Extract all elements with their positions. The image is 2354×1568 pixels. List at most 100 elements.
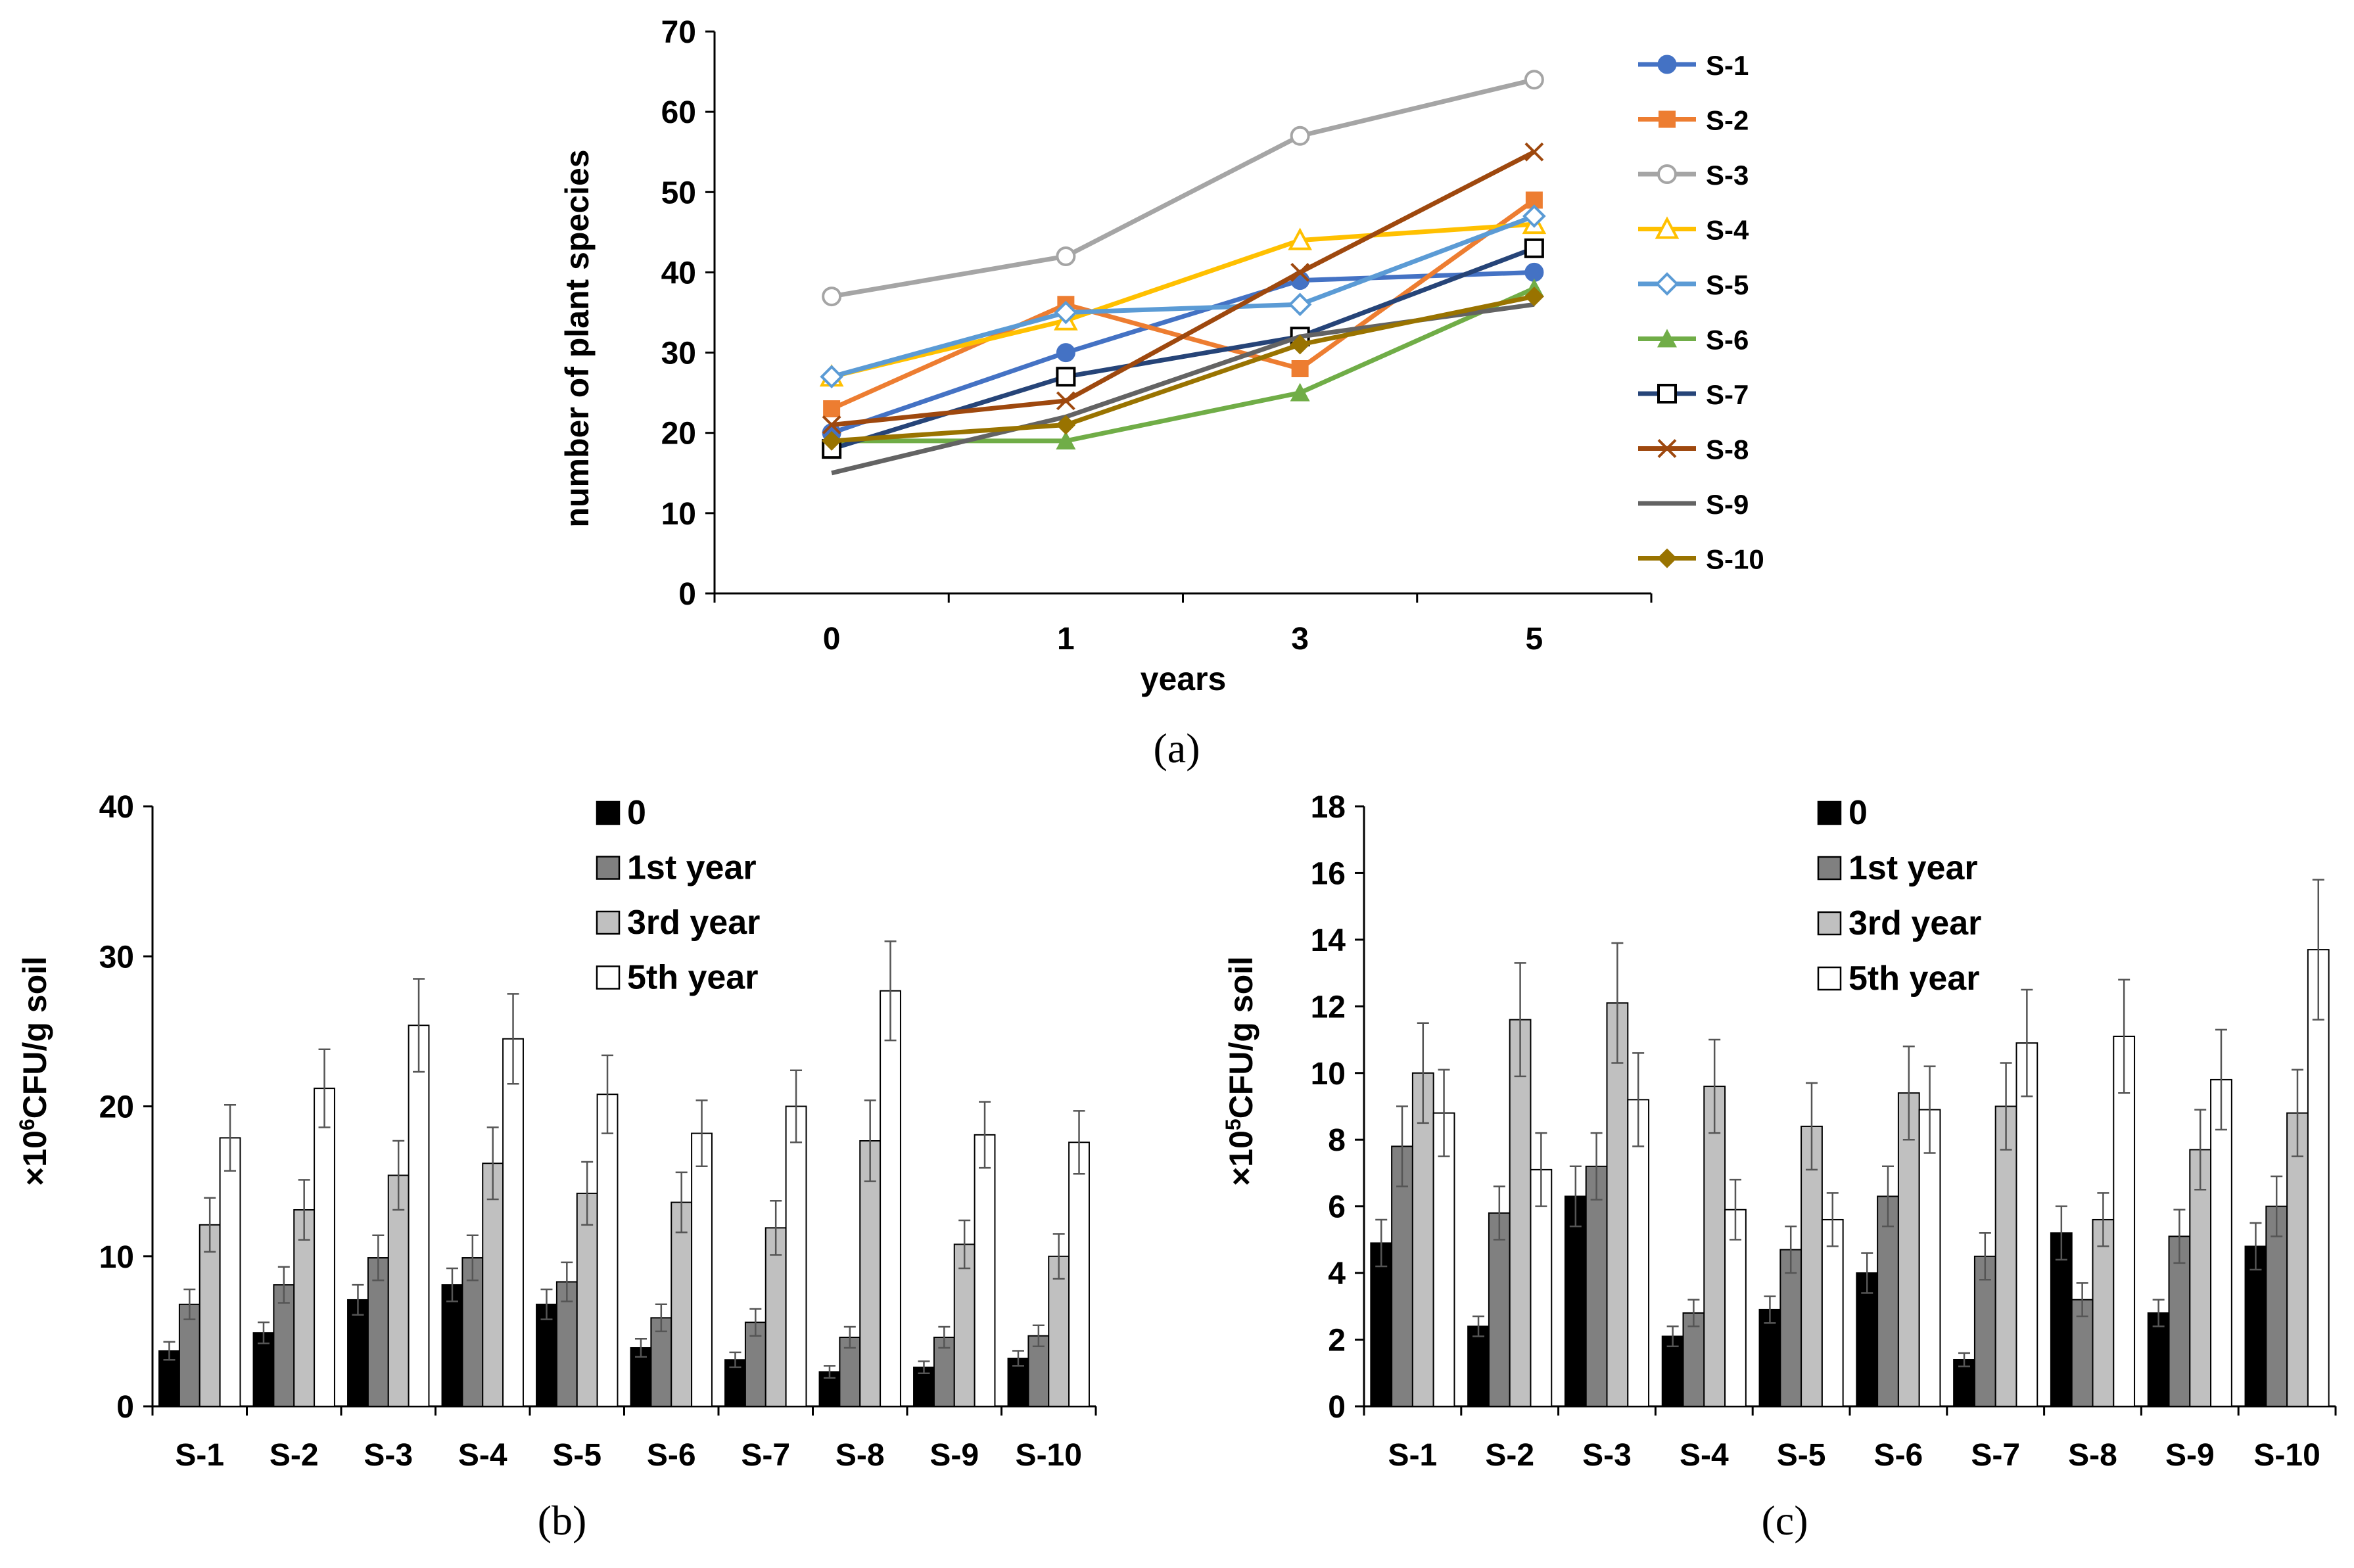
panel-b-axes: 0 10 20 30 40 S-1 S-2 S-3 S-4 S-5 S-6 S-7 S-8 S-9 S-10	[99, 790, 1097, 1473]
y-tick-label: 20	[661, 417, 696, 451]
bar	[2168, 1235, 2191, 1407]
legend-swatch	[596, 800, 621, 825]
bar	[1856, 1272, 1879, 1407]
panel-b-ylabel-exp: 6	[15, 1118, 39, 1130]
legend-item: S-2	[1638, 105, 1749, 136]
bar	[596, 1094, 619, 1407]
bar	[1724, 1209, 1747, 1407]
marker-diamond	[1056, 415, 1076, 435]
x-tick-label: S-2	[270, 1438, 319, 1473]
legend-item: 1st year	[596, 849, 757, 887]
marker-circle-open	[1056, 246, 1076, 266]
marker-square-open	[1056, 367, 1076, 387]
bar	[1564, 1195, 1587, 1407]
legend-label: 5th year	[627, 959, 758, 997]
bar	[1391, 1145, 1413, 1408]
panel-b-bar-chart: 0 10 20 30 40 S-1 S-2 S-3 S-4 S-5 S-6 S-7 S-8 S-9 S-10…	[15, 790, 1097, 1544]
x-tick-label: S-4	[458, 1438, 507, 1473]
x-tick-label: 1	[1057, 622, 1075, 657]
bar	[1467, 1326, 1490, 1408]
series-s-8	[822, 142, 1544, 434]
marker-circle	[1657, 55, 1677, 74]
legend-label: 5th year	[1848, 959, 1979, 998]
bar	[1821, 1218, 1844, 1407]
bar	[273, 1284, 295, 1408]
panel-a-caption: (a)	[1153, 725, 1200, 772]
legend-label: S-2	[1706, 105, 1749, 136]
bar	[461, 1257, 484, 1407]
bar	[314, 1088, 335, 1407]
marker-circle-open	[1290, 126, 1310, 146]
marker-square-open	[1524, 238, 1544, 258]
legend-label: S-7	[1706, 379, 1749, 410]
bar	[2015, 1042, 2038, 1407]
x-tick-label: S-5	[1777, 1438, 1826, 1473]
bar	[367, 1257, 389, 1407]
bar	[2113, 1035, 2136, 1407]
panel-c-bars	[1370, 879, 2330, 1408]
panel-a-axes: 0 10 20 30 40 50 60 70 0 1 3 5	[661, 15, 1653, 657]
x-tick-label: S-3	[1582, 1438, 1632, 1473]
panel-c-ylabel-prefix: ×10	[1223, 1130, 1259, 1186]
legend-swatch	[596, 965, 621, 990]
marker-diamond	[822, 430, 842, 451]
bar	[408, 1025, 430, 1407]
y-tick-label: 10	[99, 1240, 134, 1275]
series-s-5	[820, 204, 1546, 389]
bar	[1953, 1358, 1975, 1407]
legend-item: S-9	[1638, 489, 1749, 520]
marker-x	[1657, 439, 1677, 458]
marker-triangle-open	[1655, 216, 1680, 239]
marker-diamond-open	[1522, 204, 1546, 228]
y-tick-label: 14	[1311, 923, 1346, 958]
legend-item: S-4	[1638, 215, 1749, 246]
panel-c-bar-chart: 0 2 4 6 8 10 12 14 16 18 S-1 S-2 S-3 S-4 S-5 S-6 S-7 S-8 S…	[1221, 790, 2337, 1544]
marker-x	[1524, 142, 1544, 162]
marker-circle-open	[1524, 70, 1544, 90]
y-tick-label: 10	[1311, 1057, 1346, 1092]
legend-swatch	[1817, 800, 1842, 825]
y-tick-label: 40	[99, 790, 134, 825]
bar	[576, 1192, 598, 1407]
legend-label: S-3	[1706, 160, 1749, 191]
bar	[502, 1038, 524, 1407]
legend-label: S-1	[1706, 50, 1749, 81]
marker-square	[823, 400, 841, 418]
y-tick-label: 0	[1328, 1390, 1346, 1425]
marker-square	[1291, 360, 1309, 377]
x-tick-label: S-3	[364, 1438, 413, 1473]
marker-diamond-open	[1655, 272, 1679, 296]
legend-label: S-5	[1706, 269, 1749, 300]
marker-diamond-open	[820, 365, 843, 389]
y-tick-label: 4	[1328, 1257, 1346, 1291]
legend-label: 3rd year	[627, 904, 760, 942]
legend-swatch	[596, 910, 621, 935]
series-line	[832, 286, 1536, 444]
bar	[1877, 1195, 1899, 1407]
x-tick-label: S-2	[1485, 1438, 1534, 1473]
y-tick-label: 16	[1311, 856, 1346, 891]
y-tick-label: 6	[1328, 1190, 1346, 1225]
legend-swatch	[596, 856, 621, 880]
x-tick-label: S-7	[1971, 1438, 2020, 1473]
series-line	[831, 150, 1536, 427]
bar	[974, 1134, 996, 1408]
marker-triangle	[1056, 430, 1076, 450]
series-line	[831, 77, 1535, 299]
y-tick-label: 30	[99, 940, 134, 975]
y-tick-label: 18	[1311, 790, 1346, 825]
panel-a-series	[819, 70, 1547, 476]
legend-item: S-5	[1638, 269, 1749, 300]
x-tick-label: S-4	[1680, 1438, 1729, 1473]
bar	[1509, 1019, 1532, 1407]
marker-x	[1290, 263, 1310, 282]
panel-c-legend: 0 1st year 3rd year 5th year	[1817, 794, 1981, 998]
marker-x	[1056, 391, 1075, 411]
panel-c-ylabel-suffix: CFU/g soil	[1223, 956, 1259, 1118]
panel-b-ylabel-prefix: ×10	[16, 1130, 53, 1186]
panel-c-ylabel-exp: 5	[1221, 1118, 1245, 1130]
bar	[2286, 1112, 2309, 1407]
legend-item: 3rd year	[596, 904, 760, 942]
